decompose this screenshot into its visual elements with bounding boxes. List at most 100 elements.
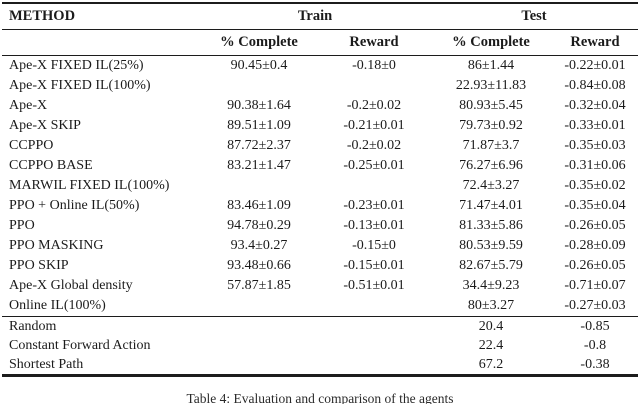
value-cell: -0.51±0.01 xyxy=(343,278,405,293)
column-header-method: METHOD xyxy=(2,3,200,30)
value-cell: -0.26±0.05 xyxy=(564,218,626,233)
value-cell: 79.73±0.92 xyxy=(459,118,523,133)
value-cell: 93.4±0.27 xyxy=(230,238,288,253)
value-cell xyxy=(200,355,318,376)
table-row: CCPPO 87.72±2.37 -0.2±0.02 71.87±3.7 -0.… xyxy=(2,136,638,156)
value-cell: 90.45±0.4 xyxy=(230,58,288,73)
value-cell: -0.2±0.02 xyxy=(346,138,402,153)
value-cell: 72.4±3.27 xyxy=(462,178,520,193)
sub-header-row: % Complete Reward % Complete Reward xyxy=(2,29,638,56)
value-cell xyxy=(200,76,318,96)
value-cell: 81.33±5.86 xyxy=(459,218,523,233)
method-cell: PPO xyxy=(9,218,35,233)
value-cell: -0.15±0 xyxy=(352,238,396,253)
value-cell: -0.35±0.02 xyxy=(564,178,626,193)
method-cell: MARWIL FIXED IL(100%) xyxy=(9,178,170,193)
value-cell: -0.23±0.01 xyxy=(343,198,405,213)
group-header-row: METHOD Train Test xyxy=(2,3,638,30)
column-group-train: Train xyxy=(200,3,430,30)
value-cell: 34.4±9.23 xyxy=(462,278,520,293)
method-cell: Ape-X FIXED IL(100%) xyxy=(9,78,151,93)
table-header: METHOD Train Test % Complete Reward % Co… xyxy=(2,3,638,56)
table-row: CCPPO BASE 83.21±1.47 -0.25±0.01 76.27±6… xyxy=(2,156,638,176)
method-cell: PPO MASKING xyxy=(9,238,104,253)
results-table: METHOD Train Test % Complete Reward % Co… xyxy=(2,2,638,377)
value-cell xyxy=(200,336,318,355)
method-cell: Ape-X FIXED IL(25%) xyxy=(9,58,144,73)
value-cell: -0.71±0.07 xyxy=(564,278,626,293)
table-body-main: Ape-X FIXED IL(25%) 90.45±0.4 -0.18±0 86… xyxy=(2,56,638,317)
value-cell: -0.32±0.04 xyxy=(564,98,626,113)
table-row: Ape-X 90.38±1.64 -0.2±0.02 80.93±5.45 -0… xyxy=(2,96,638,116)
column-header-test-complete: % Complete xyxy=(430,29,552,56)
value-cell: 20.4 xyxy=(478,318,504,334)
value-cell: 82.67±5.79 xyxy=(459,258,523,273)
value-cell xyxy=(200,317,318,337)
value-cell: -0.38 xyxy=(580,356,610,372)
method-cell: CCPPO BASE xyxy=(9,158,93,173)
table-body-baselines: Random 20.4 -0.85 Constant Forward Actio… xyxy=(2,317,638,376)
value-cell: -0.8 xyxy=(583,337,607,353)
method-cell: Constant Forward Action xyxy=(9,337,151,353)
value-cell: -0.2±0.02 xyxy=(346,98,402,113)
column-header-test-reward: Reward xyxy=(552,29,638,56)
table-row: Ape-X SKIP 89.51±1.09 -0.21±0.01 79.73±0… xyxy=(2,116,638,136)
value-cell: -0.21±0.01 xyxy=(343,118,405,133)
value-cell: 80.93±5.45 xyxy=(459,98,523,113)
value-cell: -0.22±0.01 xyxy=(564,58,626,73)
table-row: PPO MASKING 93.4±0.27 -0.15±0 80.53±9.59… xyxy=(2,236,638,256)
method-cell: Shortest Path xyxy=(9,356,84,372)
table-row: Shortest Path 67.2 -0.38 xyxy=(2,355,638,376)
method-cell: Ape-X xyxy=(9,98,48,113)
table-row: MARWIL FIXED IL(100%) 72.4±3.27 -0.35±0.… xyxy=(2,176,638,196)
value-cell: 22.93±11.83 xyxy=(455,78,527,93)
table-row: PPO SKIP 93.48±0.66 -0.15±0.01 82.67±5.7… xyxy=(2,256,638,276)
value-cell: 76.27±6.96 xyxy=(459,158,523,173)
table-row: PPO 94.78±0.29 -0.13±0.01 81.33±5.86 -0.… xyxy=(2,216,638,236)
value-cell: -0.18±0 xyxy=(352,58,396,73)
value-cell: -0.28±0.09 xyxy=(564,238,626,253)
method-cell: PPO + Online IL(50%) xyxy=(9,198,140,213)
value-cell: -0.31±0.06 xyxy=(564,158,626,173)
value-cell: -0.27±0.03 xyxy=(564,298,626,313)
value-cell: -0.26±0.05 xyxy=(564,258,626,273)
value-cell: -0.35±0.04 xyxy=(564,198,626,213)
value-cell: 83.46±1.09 xyxy=(227,198,291,213)
method-cell: Random xyxy=(9,318,57,334)
table-row: Online IL(100%) 80±3.27 -0.27±0.03 xyxy=(2,296,638,317)
value-cell: 67.2 xyxy=(478,356,504,372)
value-cell xyxy=(318,176,430,196)
method-cell: Online IL(100%) xyxy=(9,298,106,313)
value-cell xyxy=(318,296,430,317)
value-cell xyxy=(318,355,430,376)
table-caption: Table 4: Evaluation and comparison of th… xyxy=(186,391,454,404)
value-cell: 89.51±1.09 xyxy=(227,118,291,133)
value-cell: 86±1.44 xyxy=(467,58,515,73)
value-cell: -0.13±0.01 xyxy=(343,218,405,233)
table-row: Constant Forward Action 22.4 -0.8 xyxy=(2,336,638,355)
column-header-train-reward: Reward xyxy=(318,29,430,56)
value-cell: 80.53±9.59 xyxy=(459,238,523,253)
value-cell: 80±3.27 xyxy=(467,298,515,313)
value-cell: 71.47±4.01 xyxy=(459,198,523,213)
value-cell: 83.21±1.47 xyxy=(227,158,291,173)
method-cell: PPO SKIP xyxy=(9,258,69,273)
value-cell: -0.33±0.01 xyxy=(564,118,626,133)
value-cell: 57.87±1.85 xyxy=(227,278,291,293)
method-cell: CCPPO xyxy=(9,138,54,153)
value-cell: 90.38±1.64 xyxy=(227,98,291,113)
column-header-train-complete: % Complete xyxy=(200,29,318,56)
column-group-test: Test xyxy=(430,3,638,30)
method-cell: Ape-X Global density xyxy=(9,278,133,293)
value-cell: -0.85 xyxy=(580,318,610,334)
value-cell: 87.72±2.37 xyxy=(227,138,291,153)
column-header-empty xyxy=(2,29,200,56)
table-row: Ape-X FIXED IL(25%) 90.45±0.4 -0.18±0 86… xyxy=(2,56,638,77)
value-cell: 93.48±0.66 xyxy=(227,258,291,273)
value-cell xyxy=(200,176,318,196)
table-row: Ape-X Global density 57.87±1.85 -0.51±0.… xyxy=(2,276,638,296)
value-cell: -0.15±0.01 xyxy=(343,258,405,273)
value-cell xyxy=(318,317,430,337)
value-cell xyxy=(200,296,318,317)
